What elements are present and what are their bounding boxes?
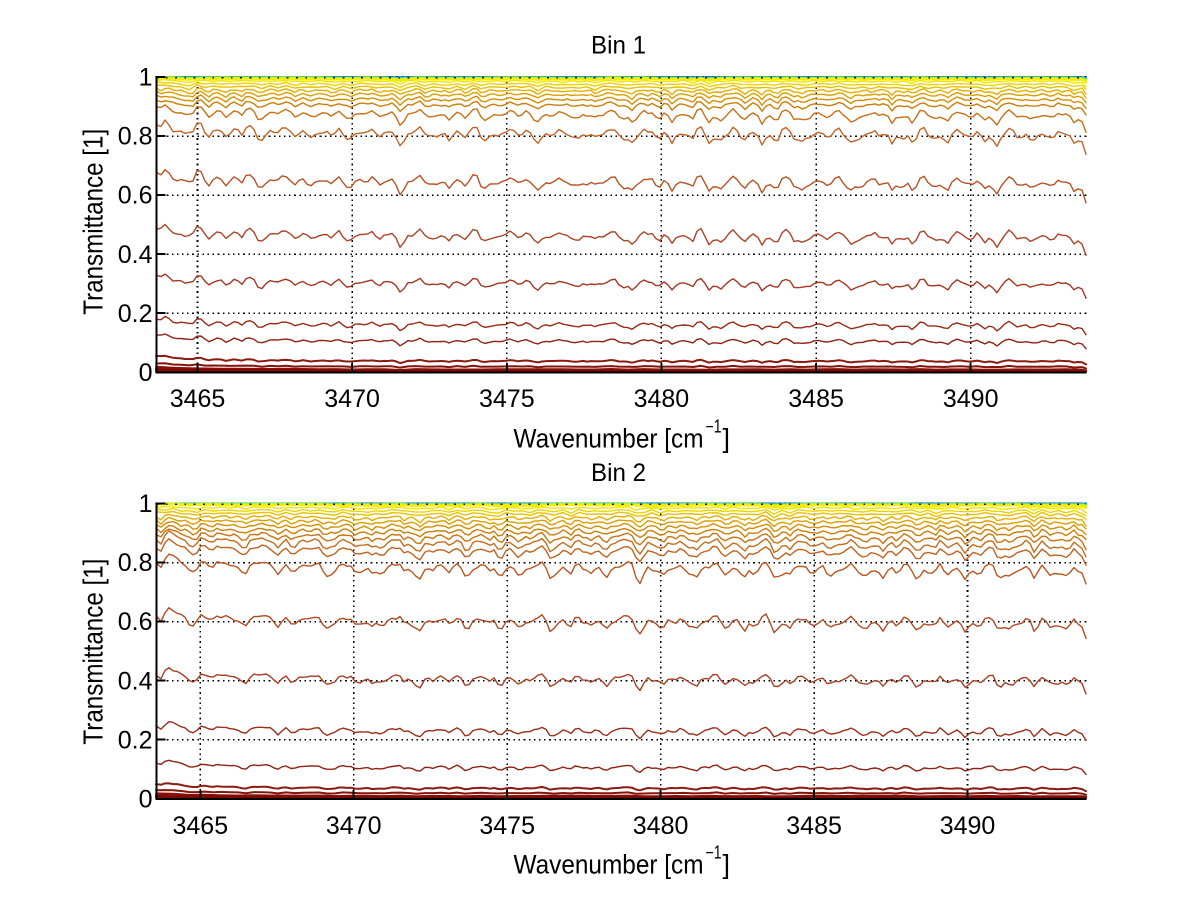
svg-text:0.8: 0.8 [118,123,153,151]
svg-text:3475: 3475 [479,812,535,840]
svg-text:0.4: 0.4 [118,241,153,269]
svg-text:3475: 3475 [479,385,535,413]
svg-text:Transmittance [1]: Transmittance [1] [78,559,109,745]
svg-text:Bin 2: Bin 2 [591,459,646,487]
svg-text:3490: 3490 [940,812,996,840]
svg-text:3465: 3465 [170,385,226,413]
svg-text:0.2: 0.2 [118,300,153,328]
svg-text:3470: 3470 [326,812,382,840]
svg-text:]: ] [723,850,731,880]
svg-text:3485: 3485 [786,812,842,840]
svg-text:3480: 3480 [634,385,690,413]
svg-text:0.6: 0.6 [118,182,153,210]
svg-text:0: 0 [139,359,153,387]
svg-text:Wavenumber [cm: Wavenumber [cm [514,424,704,454]
svg-text:0.6: 0.6 [118,608,153,636]
svg-text:−1: −1 [706,843,722,863]
svg-text:]: ] [723,424,731,454]
svg-text:3480: 3480 [633,812,689,840]
svg-text:3485: 3485 [788,385,844,413]
svg-text:1: 1 [139,490,153,518]
svg-text:Bin 1: Bin 1 [591,32,646,60]
svg-text:1: 1 [139,64,153,92]
svg-text:0.2: 0.2 [118,726,153,754]
svg-text:3490: 3490 [943,385,999,413]
svg-text:3465: 3465 [172,812,228,840]
svg-text:0.8: 0.8 [118,549,153,577]
svg-text:3470: 3470 [324,385,380,413]
svg-text:0: 0 [139,785,153,813]
svg-text:Wavenumber [cm: Wavenumber [cm [514,850,704,880]
svg-text:0.4: 0.4 [118,667,153,695]
svg-text:Transmittance [1]: Transmittance [1] [78,129,109,315]
svg-text:−1: −1 [706,417,722,437]
